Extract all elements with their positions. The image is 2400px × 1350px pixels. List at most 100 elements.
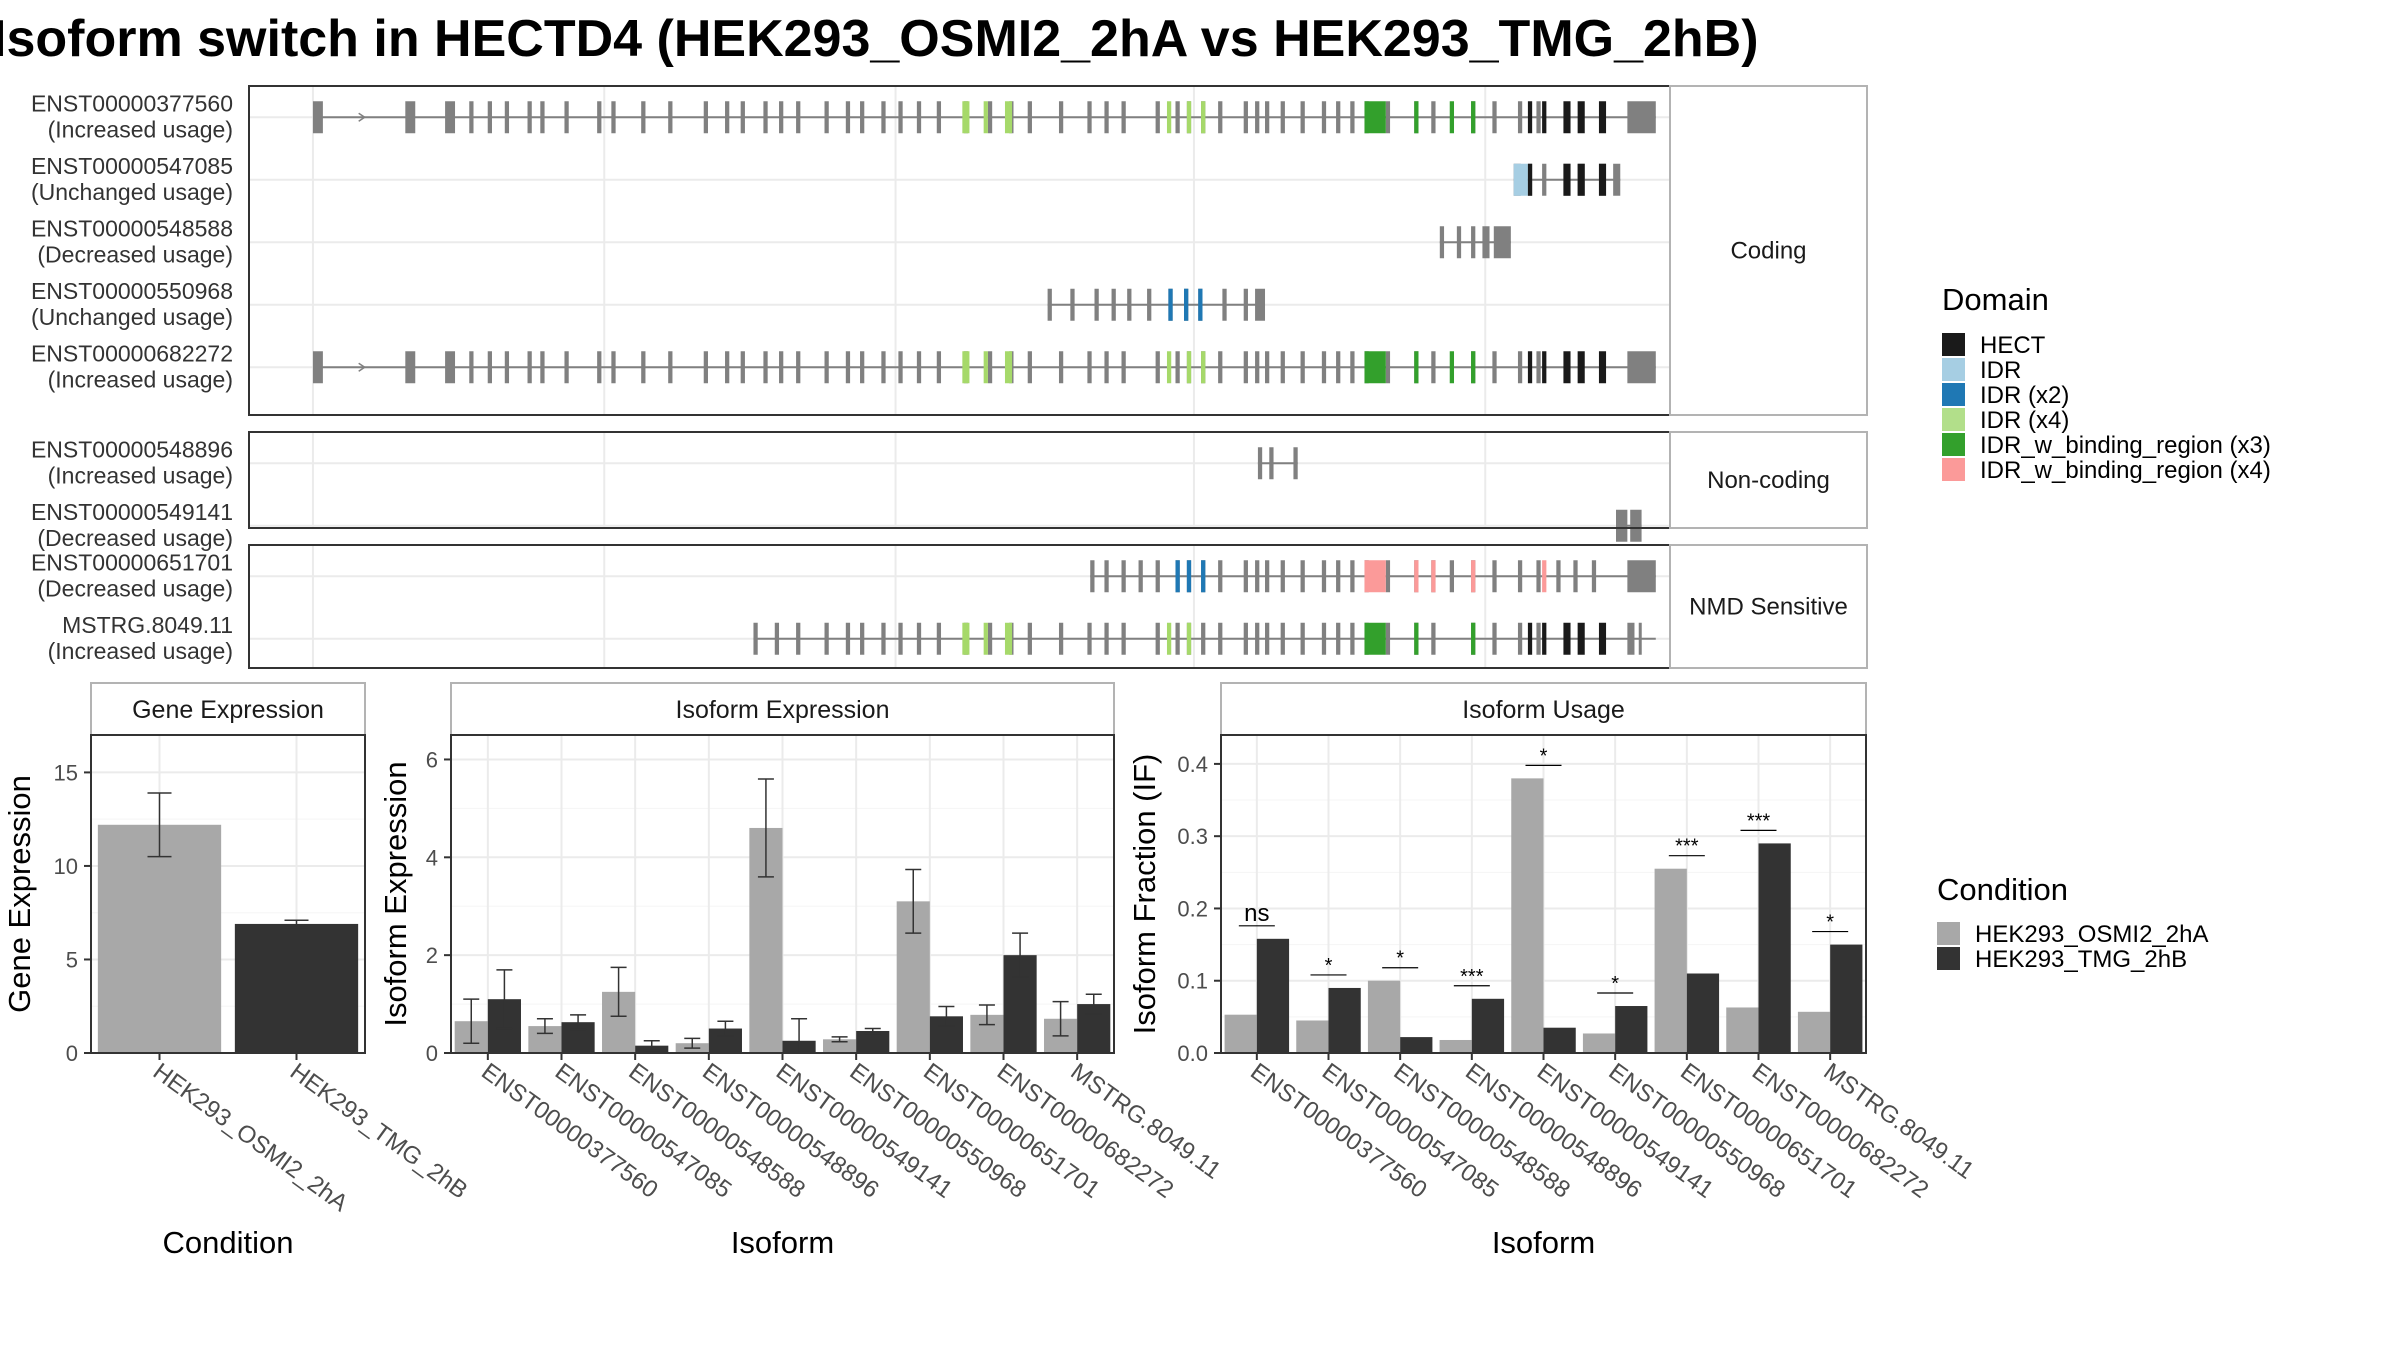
- exon: [1255, 288, 1266, 321]
- y-axis-title: Isoform Fraction (IF): [1127, 754, 1162, 1035]
- exon: [1155, 351, 1160, 384]
- exon: [1138, 560, 1143, 593]
- exon: [845, 101, 851, 134]
- transcript-id-label: ENST00000682272: [31, 340, 233, 366]
- domain-block: [1201, 101, 1206, 134]
- bar: [1224, 1014, 1257, 1053]
- domain-block: [1542, 560, 1547, 593]
- exon: [1456, 226, 1462, 259]
- exon: [1280, 622, 1285, 655]
- y-tick-label: 0.4: [1177, 752, 1208, 777]
- exon: [824, 351, 829, 384]
- exon: [1627, 622, 1635, 655]
- exon: [1090, 560, 1095, 593]
- exon: [824, 101, 829, 134]
- domain-legend-swatch: [1942, 408, 1965, 431]
- exon: [1087, 351, 1092, 384]
- exon: [1471, 226, 1476, 259]
- exon: [1280, 351, 1285, 384]
- exon: [779, 351, 784, 384]
- exon: [1493, 226, 1511, 259]
- bar: [1758, 843, 1791, 1053]
- exon: [881, 622, 886, 655]
- exon: [1175, 622, 1180, 655]
- exon: [1111, 288, 1116, 321]
- significance-label: *: [1826, 912, 1834, 934]
- exon: [1542, 163, 1547, 196]
- exon: [1243, 351, 1248, 384]
- domain-block: [1563, 622, 1571, 655]
- domain-block: [983, 622, 988, 655]
- exon: [824, 622, 829, 655]
- exon: [1201, 622, 1206, 655]
- domain-block: [1364, 622, 1386, 655]
- significance-label: ***: [1675, 836, 1699, 858]
- domain-block: [1577, 351, 1585, 384]
- exon: [1255, 560, 1260, 593]
- exon: [1280, 560, 1285, 593]
- panel-gene-expression: Gene Expression051015HEK293_OSMI2_2hAHEK…: [2, 682, 472, 1260]
- exon: [1058, 351, 1064, 384]
- domain-block: [1364, 560, 1386, 593]
- domain-block: [1563, 163, 1571, 196]
- domain-block: [1449, 351, 1455, 384]
- exon: [763, 351, 768, 384]
- transcript-usage-label: (Decreased usage): [37, 575, 233, 601]
- bar: [97, 824, 222, 1053]
- domain-block: [1186, 101, 1192, 134]
- exon: [405, 101, 416, 134]
- domain-block: [1471, 560, 1476, 593]
- exon: [1047, 288, 1052, 321]
- bar: [1439, 1039, 1472, 1053]
- exon: [1336, 560, 1341, 593]
- exon: [1573, 560, 1578, 593]
- exon: [1280, 101, 1285, 134]
- transcript-ENST00000547085: ENST00000547085(Unchanged usage): [31, 153, 1621, 205]
- domain-block: [1004, 622, 1013, 655]
- transcript-usage-label: (Unchanged usage): [31, 179, 233, 205]
- domain-block: [1186, 622, 1192, 655]
- domain-block: [1166, 351, 1172, 384]
- domain-block: [1513, 163, 1528, 196]
- domain-block: [962, 101, 970, 134]
- exon: [1300, 622, 1305, 655]
- bar: [823, 1039, 857, 1053]
- y-tick-label: 0: [426, 1041, 438, 1066]
- exon: [1087, 622, 1092, 655]
- domain-block: [1542, 351, 1547, 384]
- facet-strip-label: Coding: [1730, 238, 1806, 265]
- exon: [1058, 622, 1064, 655]
- exon: [1616, 509, 1628, 542]
- exon: [1127, 288, 1132, 321]
- exon: [916, 622, 922, 655]
- exon: [796, 101, 801, 134]
- exon: [725, 351, 730, 384]
- domain-legend-swatch: [1942, 458, 1965, 481]
- exon: [936, 101, 942, 134]
- panel-border: [90, 734, 366, 1054]
- bar: [856, 1030, 890, 1053]
- bar: [1256, 938, 1290, 1053]
- domain-block: [1577, 622, 1585, 655]
- domain-block: [1186, 560, 1192, 593]
- domain-block: [1431, 560, 1436, 593]
- domain-block: [983, 351, 988, 384]
- domain-block: [1527, 163, 1533, 196]
- bar: [1543, 1027, 1576, 1053]
- bar: [1686, 973, 1720, 1053]
- exon: [1336, 351, 1341, 384]
- panel-strip: [90, 682, 366, 736]
- transcript-id-label: ENST00000651701: [31, 549, 233, 575]
- domain-block: [1414, 101, 1419, 134]
- exon: [703, 101, 708, 134]
- panel-strip: [1220, 682, 1867, 736]
- condition-legend-label: HEK293_TMG_2hB: [1975, 946, 2187, 973]
- exon: [1482, 226, 1490, 259]
- bar: [234, 923, 359, 1053]
- bar: [1296, 1020, 1329, 1053]
- bar: [1830, 944, 1863, 1053]
- y-tick-label: 2: [426, 943, 438, 968]
- bar: [1726, 1007, 1759, 1053]
- exon: [668, 351, 673, 384]
